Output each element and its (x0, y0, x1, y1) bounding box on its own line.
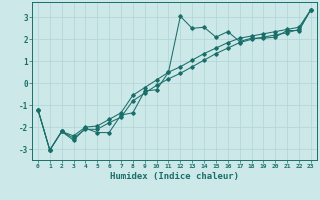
X-axis label: Humidex (Indice chaleur): Humidex (Indice chaleur) (110, 172, 239, 181)
